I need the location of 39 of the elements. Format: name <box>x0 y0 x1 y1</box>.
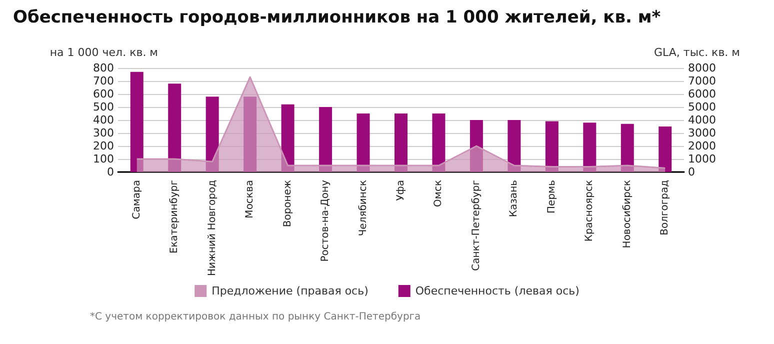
y2-tick-label: 7000 <box>688 74 716 88</box>
x-tick-label: Казань <box>508 180 520 218</box>
y2-tick-label: 5000 <box>688 100 716 114</box>
x-tick-label: Москва <box>244 180 256 218</box>
legend-label: Обеспеченность (левая ось) <box>415 284 580 298</box>
y-tick-label: 200 <box>93 140 114 152</box>
y2-tick-label: 2000 <box>688 140 716 152</box>
y-tick-label: 300 <box>93 126 114 140</box>
x-tick-label: Воронеж <box>282 180 294 228</box>
y-tick-label: 500 <box>93 100 114 114</box>
y-tick-label: 800 <box>93 62 114 74</box>
y-tick-label: 700 <box>93 74 114 88</box>
y2-tick-label: 4000 <box>688 114 716 126</box>
y2-axis-title: GLA, тыс. кв. м <box>654 46 740 59</box>
x-tick-label: Волгоград <box>660 180 671 236</box>
x-tick-label: Ростов-на-Дону <box>320 180 332 262</box>
x-tick-label: Санкт-Петербург <box>470 180 482 271</box>
y2-tick-label: 0 <box>688 166 695 178</box>
x-tick-label: Омск <box>433 180 444 207</box>
y-axis-title: на 1 000 чел. кв. м <box>50 46 158 59</box>
y-tick-label: 400 <box>93 114 114 126</box>
text: *С учетом корректировок данных по рынку Санкт-Петербурга <box>90 312 421 322</box>
y2-tick-label: 6000 <box>688 88 716 100</box>
y2-tick-label: 1000 <box>688 152 716 166</box>
y-tick-label: 0 <box>107 166 114 178</box>
legend-label: Предложение (правая ось) <box>212 284 368 298</box>
y2-tick-label: 8000 <box>688 62 716 74</box>
x-tick-label: Челябинск <box>358 180 369 236</box>
y2-tick-label: 3000 <box>688 126 716 140</box>
y-tick-label: 100 <box>93 152 114 166</box>
x-tick-label: Самара <box>131 180 142 220</box>
x-tick-label: Красноярск <box>584 180 596 242</box>
x-tick-label: Уфа <box>396 180 406 201</box>
x-tick-label: Екатеринбург <box>169 180 180 254</box>
x-tick-label: Нижний Новгород <box>206 180 218 276</box>
x-tick-label: Пермь <box>546 180 558 214</box>
chart-title: Обеспеченность городов-миллионников на 1 000 жителей, кв. м* <box>13 8 661 28</box>
x-tick-label: Новосибирск <box>622 180 633 248</box>
y-tick-label: 600 <box>93 88 114 100</box>
